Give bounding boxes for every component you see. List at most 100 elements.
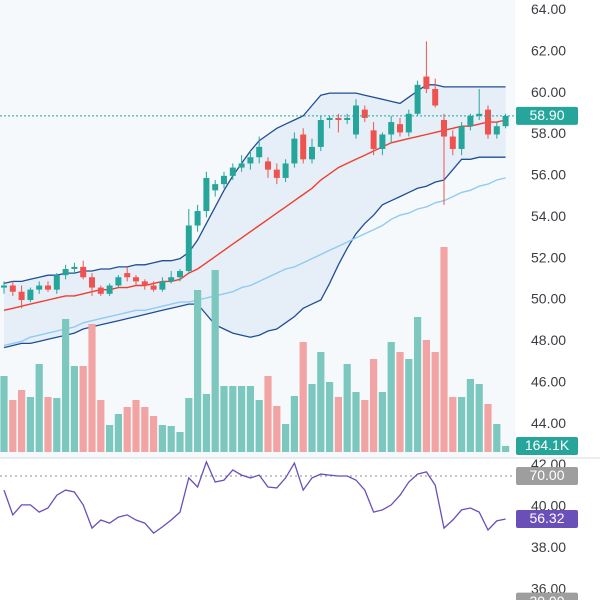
volume-bar [79, 366, 87, 452]
y-tick-label: 52.00 [531, 249, 566, 265]
candle-body [379, 134, 386, 149]
volume-bar [88, 324, 96, 452]
volume-bar [299, 342, 307, 452]
candle-body [53, 275, 60, 290]
candle-body [62, 268, 69, 276]
candle-body [106, 285, 113, 294]
volume-label: 164.1K [525, 437, 570, 453]
candle-body [317, 120, 324, 147]
volume-bar [387, 342, 395, 452]
last-price-label-box [516, 106, 578, 125]
volume-bar [97, 400, 105, 452]
candle-body [150, 285, 157, 290]
candle-body [388, 122, 395, 135]
volume-bar [132, 400, 140, 452]
candle-body [449, 136, 456, 149]
volume-bar [396, 352, 404, 452]
volume-bar [361, 400, 369, 452]
candle-body [502, 115, 509, 127]
candle-body [344, 117, 351, 120]
candle-body [485, 109, 491, 135]
volume-bar [290, 396, 298, 452]
volume-bar [255, 400, 263, 452]
candle-body [282, 163, 289, 178]
rsi-tick-label-box [516, 467, 578, 486]
volume-bar [264, 376, 272, 452]
rsi-tick-label: 30.00 [529, 593, 564, 600]
volume-bar [62, 319, 70, 452]
volume-bar [176, 432, 184, 452]
volume-bar [44, 397, 52, 452]
volume-bar [440, 247, 448, 452]
volume-bar [352, 392, 360, 452]
volume-bar [158, 425, 166, 452]
volume-bar [70, 366, 78, 452]
rsi-tick-label: 70.00 [529, 467, 564, 483]
candle-body [353, 105, 359, 135]
rsi-line [3, 460, 506, 534]
volume-bar [493, 424, 501, 452]
candle-body [238, 163, 245, 168]
volume-bar [502, 445, 510, 452]
rsi-last-label: 56.32 [529, 510, 564, 526]
y-tick-label: 38.00 [531, 539, 566, 555]
band-fill [4, 84, 506, 348]
volume-bar [114, 414, 122, 452]
volume-bar [106, 425, 114, 452]
moving-average [3, 119, 506, 311]
candle-body [203, 177, 210, 212]
candle-body [467, 115, 474, 127]
volume-bar [211, 270, 219, 452]
candle-body [185, 225, 192, 272]
volume-bar [317, 352, 325, 452]
candle-body [309, 146, 315, 160]
candle-body [141, 281, 148, 286]
candle-body [476, 113, 483, 116]
moving-average [3, 177, 506, 347]
volume-bar [334, 397, 342, 452]
last-price-label: 58.90 [529, 107, 564, 123]
candle-body [291, 138, 298, 164]
volume-bar [405, 359, 413, 452]
y-tick-label: 54.00 [531, 208, 566, 224]
y-tick-label: 64.00 [531, 1, 566, 17]
volume-bar [150, 416, 158, 452]
y-tick-label: 56.00 [531, 167, 566, 183]
volume-bar [449, 397, 457, 452]
volume-bar [431, 352, 439, 452]
candle-body [18, 291, 25, 300]
volume-bar [308, 384, 316, 452]
volume-bar [484, 404, 492, 452]
volume-bar [185, 398, 193, 452]
rsi-pane [0, 458, 515, 600]
y-tick-label: 62.00 [531, 42, 566, 58]
volume-bar [370, 359, 378, 452]
candle-body [194, 211, 201, 226]
candle-body [397, 124, 403, 133]
volume-bar [194, 290, 202, 452]
y-tick-label: 60.00 [531, 84, 566, 100]
candle-body [9, 285, 16, 292]
volume-bar [53, 398, 61, 452]
rsi-last-label-box [516, 509, 578, 528]
volume-bar [378, 392, 386, 452]
volume-bar [229, 386, 237, 452]
candle-body [124, 273, 131, 278]
volume-bar [273, 406, 281, 452]
y-tick-label: 48.00 [531, 332, 566, 348]
candle-body [168, 277, 175, 282]
candle-body [405, 113, 412, 133]
volume-bar [475, 384, 483, 452]
volume-bar [246, 386, 254, 452]
y-tick-label: 40.00 [531, 498, 566, 514]
y-tick-label: 36.00 [531, 580, 566, 596]
y-tick-label: 50.00 [531, 291, 566, 307]
candle-body [1, 285, 7, 288]
rsi-tick-label-box [516, 592, 578, 600]
volume-bar [9, 400, 17, 452]
candle-body [300, 134, 307, 160]
candle-body [458, 126, 465, 149]
candle-body [97, 287, 104, 294]
y-tick-label: 58.00 [531, 125, 566, 141]
candle-body [212, 184, 219, 191]
